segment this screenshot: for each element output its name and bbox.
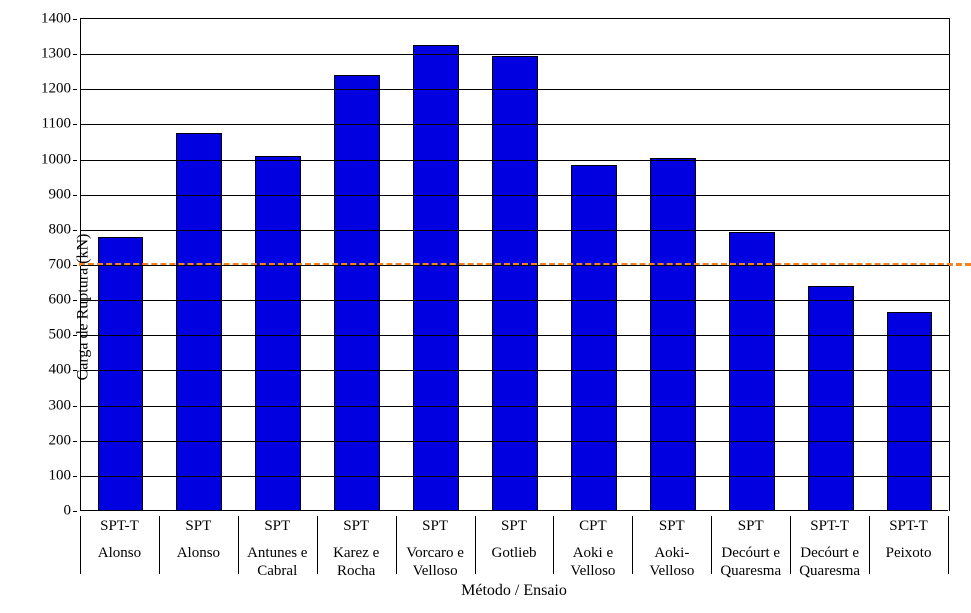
y-tick <box>73 124 77 125</box>
bar-chart: Carga de Ruptura (kN) 010020030040050060… <box>0 0 971 613</box>
x-category-divider <box>869 516 870 574</box>
x-category-divider <box>159 516 160 574</box>
x-category-divider <box>396 516 397 574</box>
x-category-line1: SPT <box>238 518 317 535</box>
x-category: CPT Aoki eVelloso <box>553 514 632 580</box>
y-tick-label: 700 <box>49 257 72 274</box>
x-category-line1: SPT-T <box>80 518 159 535</box>
y-tick <box>73 160 77 161</box>
x-category-divider <box>948 516 949 574</box>
y-tick <box>73 300 77 301</box>
y-tick-label: 1100 <box>42 116 71 133</box>
x-category-line2: Alonso <box>159 545 238 562</box>
x-category-line1: SPT <box>711 518 790 535</box>
gridline <box>81 476 949 477</box>
y-tick-label: 300 <box>49 397 72 414</box>
y-tick-label: 400 <box>49 362 72 379</box>
y-tick <box>73 195 77 196</box>
x-category-divider <box>711 516 712 574</box>
x-category-line1: SPT <box>159 518 238 535</box>
x-category-line2: Decóurt eQuaresma <box>790 545 869 580</box>
x-category: SPT Antunes eCabral <box>238 514 317 580</box>
x-axis-line <box>80 510 948 511</box>
x-category-line1: SPT-T <box>790 518 869 535</box>
x-category-line2: Aoki eVelloso <box>553 545 632 580</box>
y-tick-label: 1200 <box>41 81 71 98</box>
y-tick-label: 200 <box>49 432 72 449</box>
gridline <box>81 300 949 301</box>
y-tick <box>73 54 77 55</box>
y-tick <box>73 19 77 20</box>
x-category: SPT Karez eRocha <box>317 514 396 580</box>
x-category: SPT-T Peixoto <box>869 514 948 563</box>
gridline <box>81 124 949 125</box>
x-category-divider <box>790 516 791 574</box>
x-category-divider <box>80 516 81 574</box>
y-tick <box>73 441 77 442</box>
gridline <box>81 265 949 266</box>
gridline <box>81 54 949 55</box>
gridline <box>81 160 949 161</box>
y-tick <box>73 230 77 231</box>
y-tick-label: 600 <box>49 292 72 309</box>
bar <box>98 237 144 511</box>
gridline <box>81 89 949 90</box>
y-tick <box>73 406 77 407</box>
x-category-line2: Vorcaro eVelloso <box>396 545 475 580</box>
y-tick-label: 1000 <box>41 151 71 168</box>
x-category-line1: SPT <box>396 518 475 535</box>
y-tick <box>73 511 77 512</box>
x-category-line1: SPT-T <box>869 518 948 535</box>
x-axis-title: Método / Ensaio <box>80 582 948 600</box>
y-tick <box>73 476 77 477</box>
bar <box>808 286 854 511</box>
plot-area: 0100200300400500600700800900100011001200… <box>80 18 950 511</box>
x-category: SPT Aoki-Velloso <box>632 514 711 580</box>
bar <box>887 312 933 511</box>
y-tick-label: 800 <box>49 221 72 238</box>
y-tick-label: 1400 <box>41 11 71 28</box>
gridline <box>81 441 949 442</box>
x-category-line2: Alonso <box>80 545 159 562</box>
x-category: SPT-T Alonso <box>80 514 159 563</box>
y-tick <box>73 89 77 90</box>
gridline <box>81 406 949 407</box>
gridline <box>81 230 949 231</box>
x-category-line2: Peixoto <box>869 545 948 562</box>
x-category: SPT Vorcaro eVelloso <box>396 514 475 580</box>
y-tick-label: 1300 <box>41 46 71 63</box>
y-tick-label: 500 <box>49 327 72 344</box>
gridline <box>81 335 949 336</box>
x-category: SPT Gotlieb <box>475 514 554 563</box>
y-tick <box>73 335 77 336</box>
gridline <box>81 195 949 196</box>
y-tick <box>73 265 77 266</box>
x-category-line2: Antunes eCabral <box>238 545 317 580</box>
x-category-line1: SPT <box>475 518 554 535</box>
x-category-divider <box>475 516 476 574</box>
x-category-divider <box>632 516 633 574</box>
y-tick <box>73 370 77 371</box>
x-category-line2: Karez eRocha <box>317 545 396 580</box>
x-category: SPT-T Decóurt eQuaresma <box>790 514 869 580</box>
gridline <box>81 370 949 371</box>
y-tick-label: 0 <box>64 503 72 520</box>
x-category-line2: Aoki-Velloso <box>632 545 711 580</box>
x-category-line1: SPT <box>317 518 396 535</box>
x-category: SPT Alonso <box>159 514 238 563</box>
x-category-divider <box>317 516 318 574</box>
bar <box>334 75 380 511</box>
x-category-divider <box>238 516 239 574</box>
x-category-line2: Gotlieb <box>475 545 554 562</box>
y-tick-label: 100 <box>49 467 72 484</box>
x-category-line2: Decóurt eQuaresma <box>711 545 790 580</box>
x-category-line1: CPT <box>553 518 632 535</box>
bar <box>176 133 222 511</box>
y-tick-label: 900 <box>49 186 72 203</box>
x-category-line1: SPT <box>632 518 711 535</box>
bar <box>571 165 617 511</box>
x-category: SPT Decóurt eQuaresma <box>711 514 790 580</box>
bar <box>255 156 301 511</box>
x-category-divider <box>553 516 554 574</box>
